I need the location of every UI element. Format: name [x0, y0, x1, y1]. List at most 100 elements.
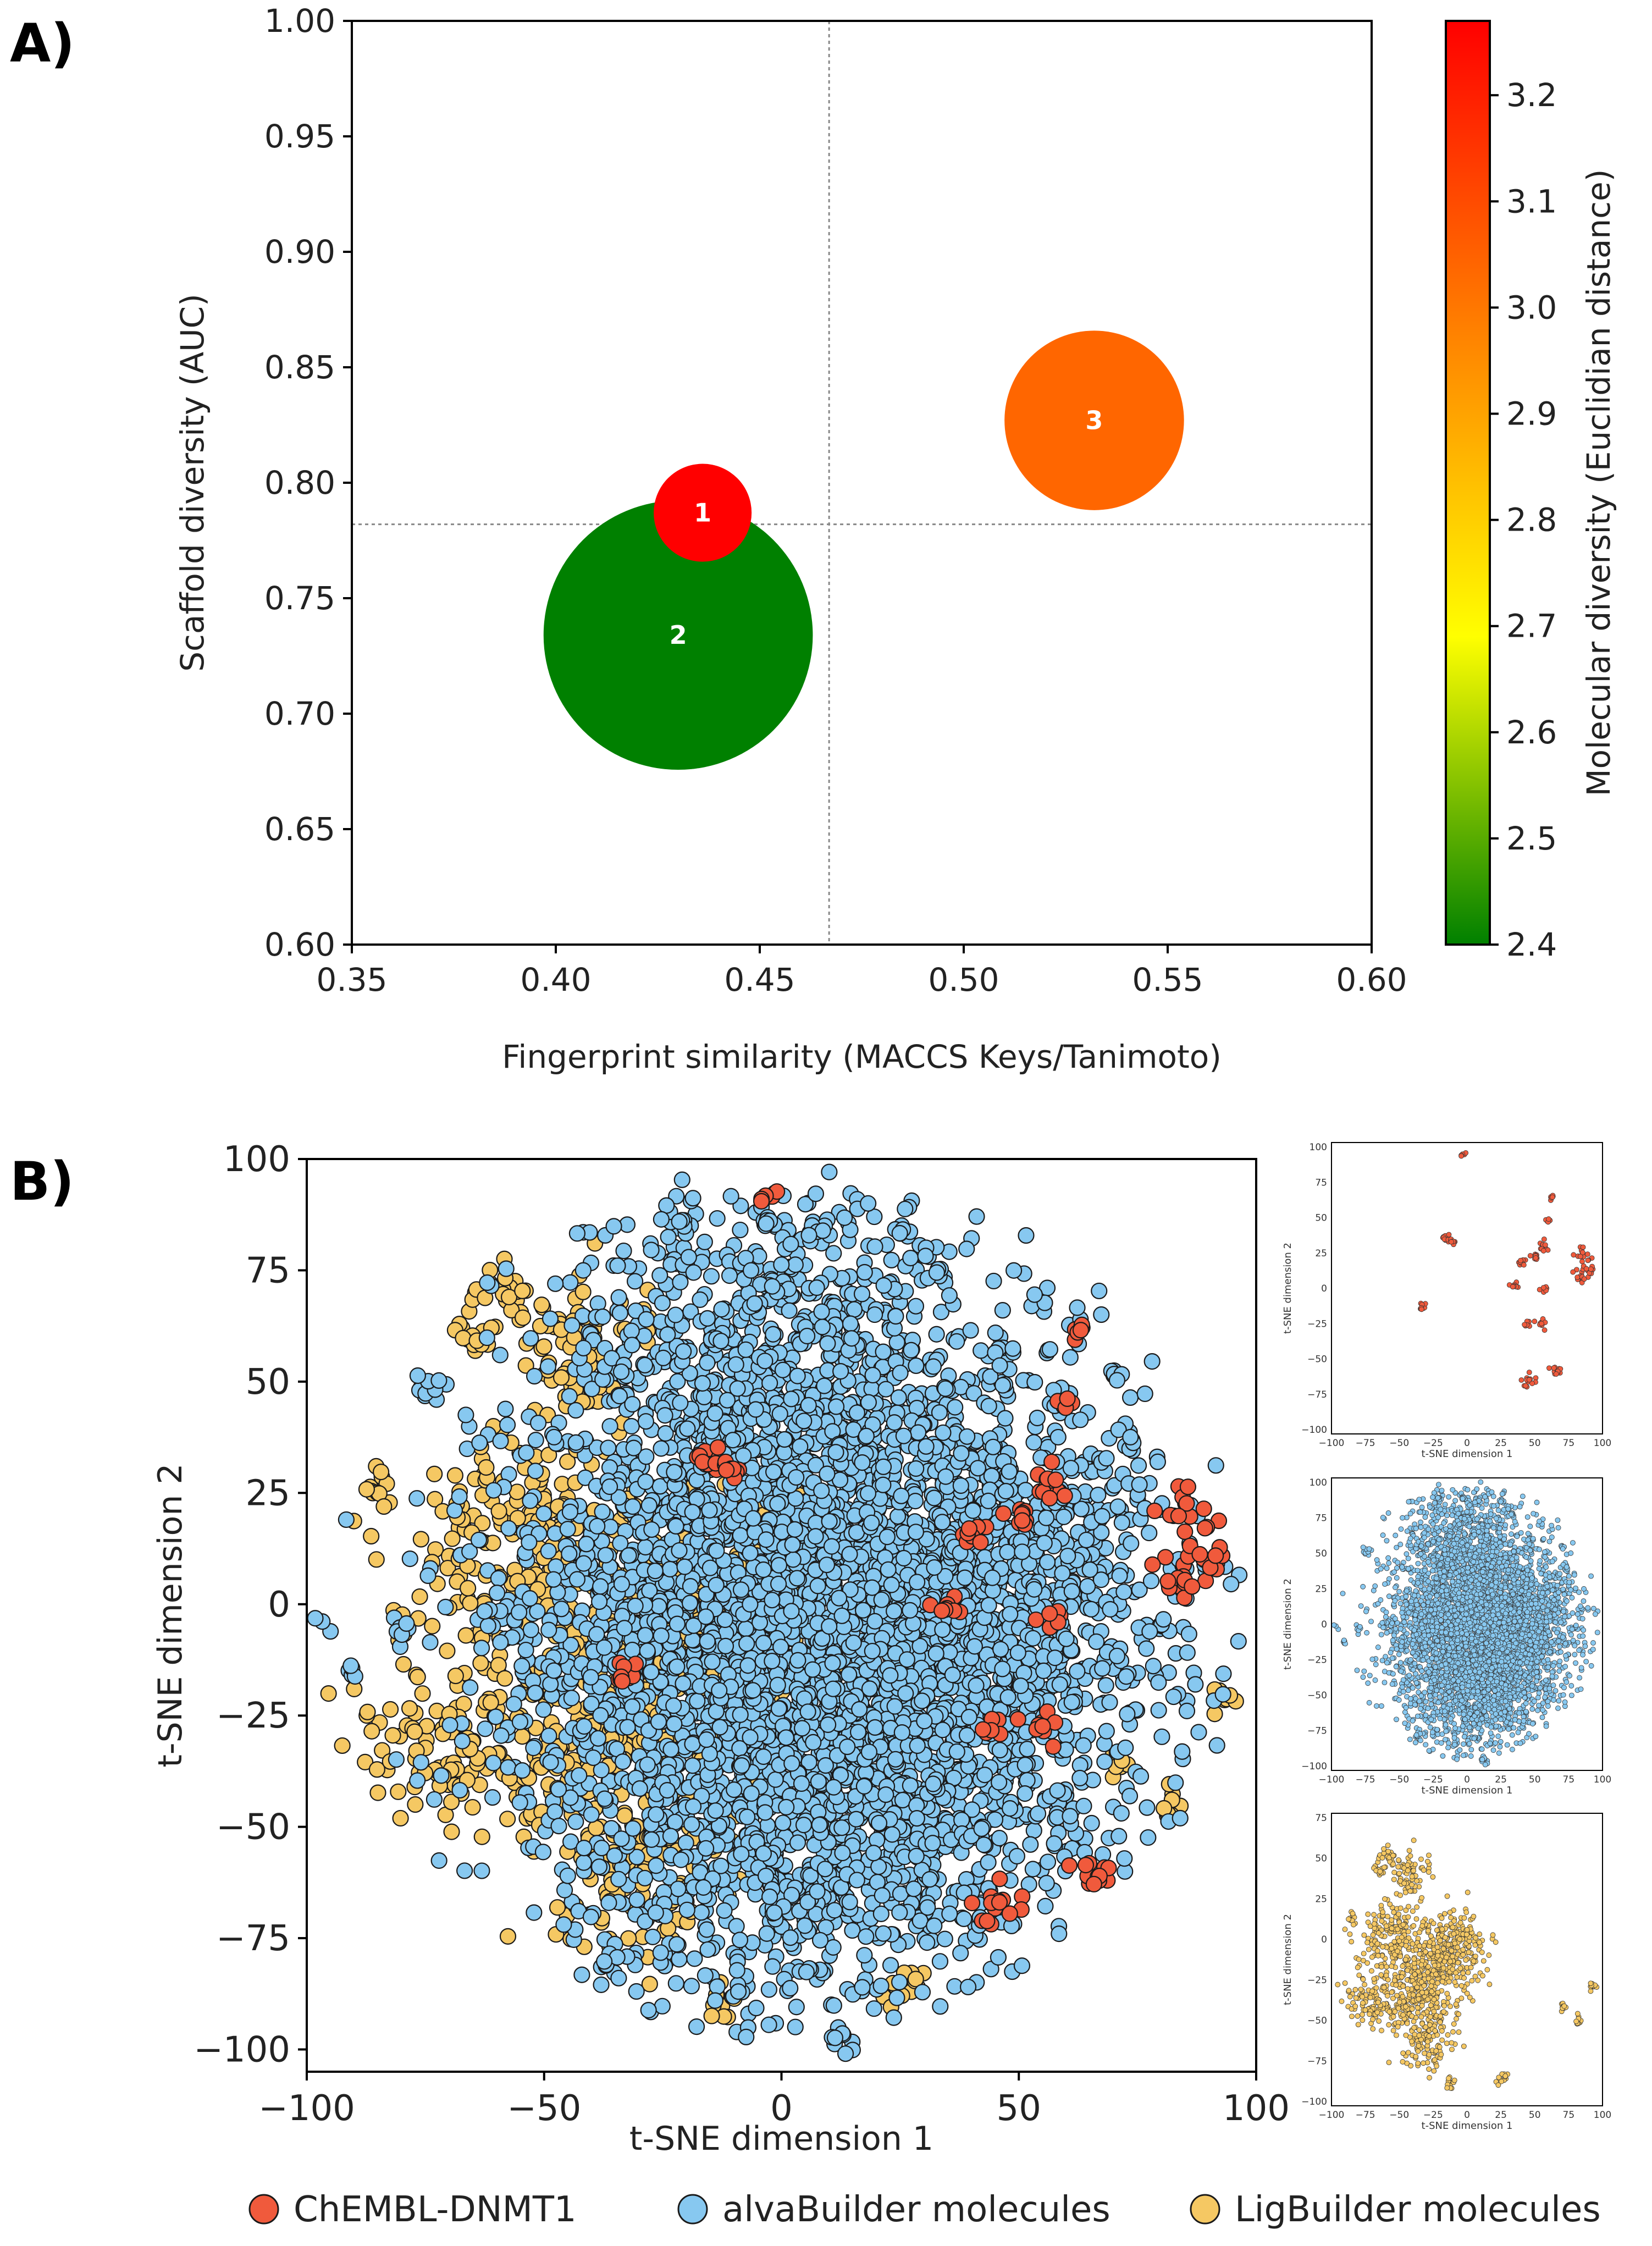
y-tick-label: 0.85	[264, 349, 335, 386]
data-point	[1037, 1509, 1055, 1526]
data-point	[575, 1339, 592, 1357]
data-point	[843, 1330, 860, 1347]
data-point	[1117, 1739, 1134, 1756]
data-point	[849, 1724, 867, 1741]
data-point	[368, 1761, 386, 1778]
data-point	[1167, 1774, 1184, 1791]
data-point	[1094, 1660, 1111, 1677]
series-1	[307, 1163, 1248, 2062]
x-tick-label: 0.35	[316, 961, 387, 998]
data-point	[426, 1465, 443, 1482]
data-point	[562, 1274, 579, 1291]
data-point	[883, 1576, 900, 1593]
bubble-label-3: 3	[1085, 406, 1103, 435]
data-point	[732, 1527, 749, 1544]
data-point	[721, 1267, 738, 1284]
data-point	[409, 1772, 426, 1789]
data-point	[552, 1369, 570, 1386]
data-point	[952, 1477, 969, 1494]
data-point	[742, 1262, 760, 1279]
data-point	[610, 1289, 627, 1306]
data-point	[470, 1531, 488, 1549]
colorbar-tick-label: 3.2	[1506, 76, 1557, 114]
data-point	[411, 1588, 428, 1605]
data-point	[482, 1694, 499, 1711]
y-tick-label: 0.80	[264, 464, 335, 501]
data-point	[1178, 1702, 1196, 1719]
data-point	[907, 1298, 925, 1315]
data-point	[460, 1580, 477, 1597]
data-point	[983, 1467, 1000, 1485]
data-point	[1002, 1605, 1019, 1623]
data-point	[561, 1545, 578, 1563]
data-point	[807, 1185, 825, 1202]
data-point	[1090, 1486, 1107, 1504]
data-point	[656, 1407, 673, 1424]
bubble-label-1: 1	[694, 498, 711, 528]
data-point	[941, 1644, 958, 1661]
data-point	[760, 1981, 777, 1998]
colorbar-tick-label: 3.0	[1506, 289, 1557, 326]
data-point	[1091, 1282, 1108, 1300]
data-point	[446, 1467, 463, 1484]
data-point	[542, 1310, 559, 1327]
data-point	[948, 1333, 965, 1350]
data-point	[490, 1657, 507, 1674]
data-point	[485, 1754, 502, 1772]
data-point	[499, 1928, 517, 1945]
data-point	[675, 1343, 692, 1360]
data-point	[781, 1302, 798, 1319]
data-point	[575, 1854, 593, 1871]
data-point	[637, 1473, 654, 1491]
data-point	[638, 1311, 655, 1328]
data-point	[601, 1417, 618, 1435]
data-point	[894, 1791, 911, 1809]
data-point	[540, 1542, 557, 1560]
data-point	[464, 1798, 481, 1816]
data-point	[985, 1272, 1002, 1290]
data-point	[611, 1388, 628, 1405]
x-axis-label: Fingerprint similarity (MACCS Keys/Tanim…	[502, 1038, 1222, 1075]
data-point	[1083, 1814, 1100, 1832]
data-point	[997, 1483, 1014, 1500]
data-point	[782, 1235, 799, 1252]
bubble-label-2: 2	[670, 620, 687, 650]
data-point	[375, 1498, 393, 1515]
data-point	[908, 1357, 925, 1375]
data-point	[699, 1354, 716, 1371]
data-point	[533, 1296, 550, 1314]
data-point	[907, 1493, 924, 1510]
data-point	[1098, 1450, 1115, 1467]
data-point	[625, 1439, 642, 1456]
data-point	[644, 1928, 661, 1945]
data-point	[813, 1303, 830, 1320]
data-point	[1063, 1583, 1080, 1600]
data-point	[964, 1502, 981, 1519]
data-point	[1155, 1611, 1172, 1628]
data-point	[889, 1508, 907, 1525]
data-point	[947, 1399, 964, 1416]
data-point	[980, 1854, 997, 1871]
data-point	[771, 1405, 788, 1422]
data-point	[680, 1249, 697, 1266]
data-point	[535, 1338, 552, 1355]
data-point	[609, 1257, 626, 1274]
data-point	[526, 1367, 543, 1385]
data-point	[866, 1306, 883, 1323]
data-point	[864, 1366, 881, 1384]
data-point	[479, 1274, 496, 1291]
data-point	[909, 1424, 927, 1441]
panel-a-letter: A)	[10, 13, 75, 74]
data-point	[414, 1685, 431, 1702]
data-point	[1141, 1524, 1158, 1542]
data-point	[991, 1830, 1008, 1847]
data-point	[1088, 1633, 1105, 1651]
data-point	[1150, 1702, 1167, 1719]
data-point	[1026, 1286, 1043, 1303]
data-point	[1174, 1743, 1191, 1760]
data-point	[897, 1200, 914, 1217]
y-axis-label: Scaffold diversity (AUC)	[174, 294, 211, 672]
data-point	[807, 1528, 824, 1545]
data-point	[1038, 1874, 1055, 1892]
